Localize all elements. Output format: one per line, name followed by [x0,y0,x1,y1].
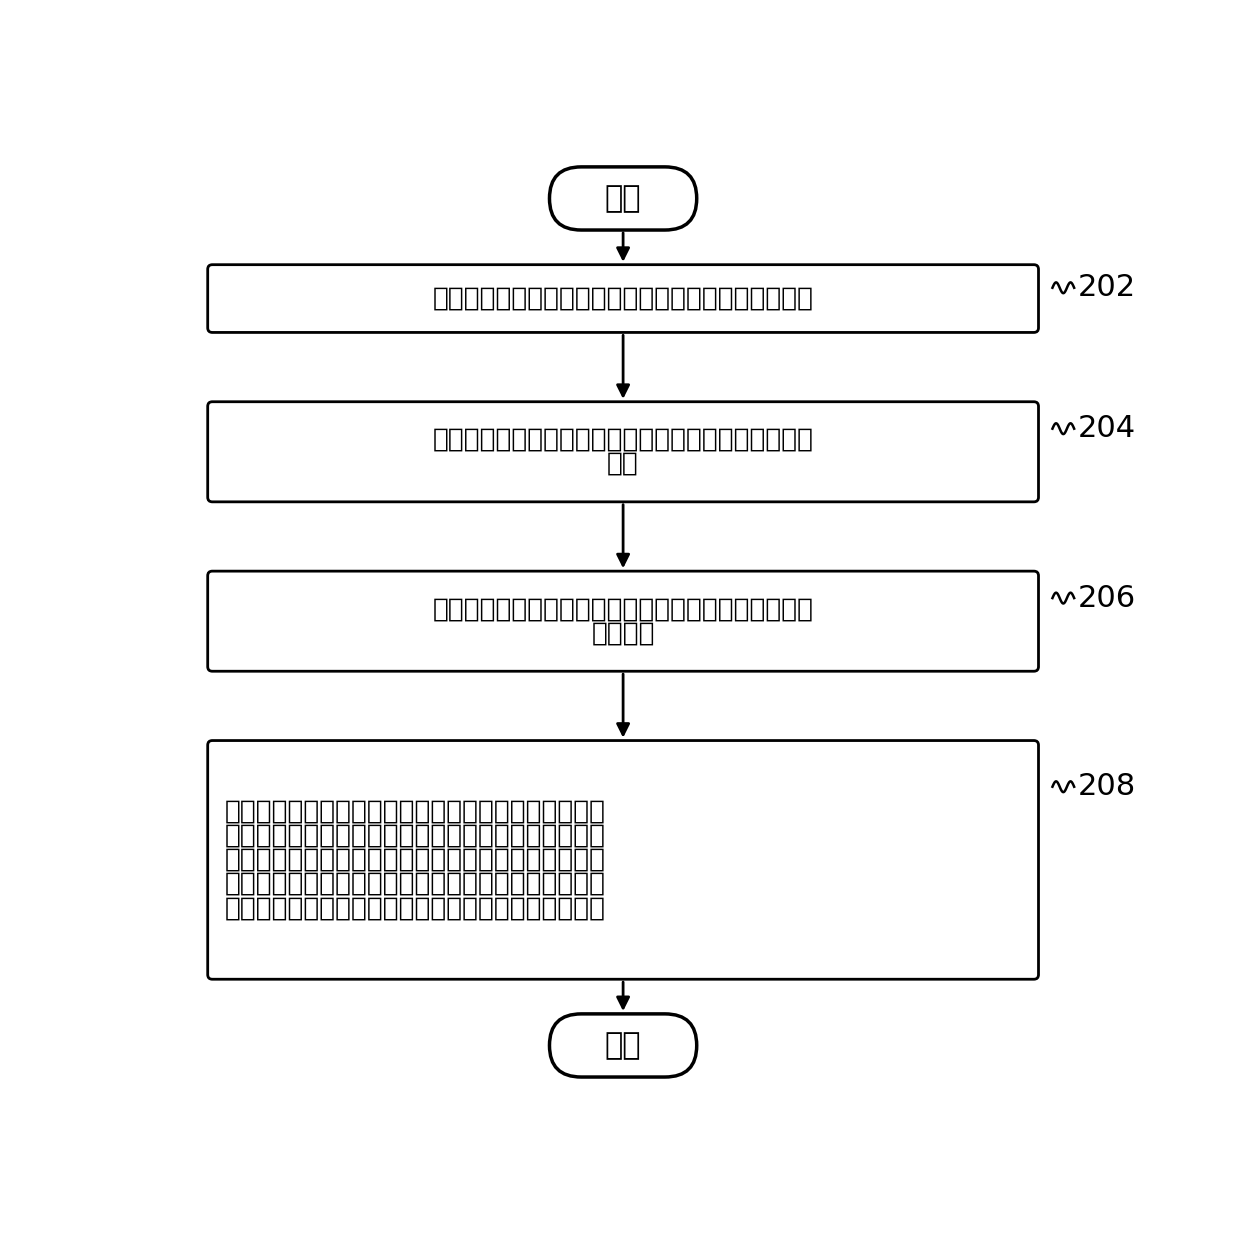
Text: 208: 208 [1078,772,1136,801]
Text: 阀值时，控制压缩机降低频率或停机；在体感温度与设: 阀值时，控制压缩机降低频率或停机；在体感温度与设 [224,823,606,849]
Text: 获取室外环境温度，根据室外环境温度确定相应的补偿: 获取室外环境温度，根据室外环境温度确定相应的补偿 [433,427,813,452]
FancyBboxPatch shape [549,1014,697,1078]
FancyBboxPatch shape [549,167,697,230]
FancyBboxPatch shape [207,265,1039,333]
Text: 开始: 开始 [605,183,641,214]
Text: 202: 202 [1078,274,1136,303]
Text: 温度: 温度 [608,451,639,477]
Text: 结束: 结束 [605,1031,641,1060]
Text: 接收空调器的开启指令，控制空调器开始运行，并计时: 接收空调器的开启指令，控制空调器开始运行，并计时 [433,285,813,311]
FancyBboxPatch shape [207,402,1039,502]
Text: 制压缩机降低频率或停机；其中补偿温度大于第一阀值: 制压缩机降低频率或停机；其中补偿温度大于第一阀值 [224,896,606,921]
Text: 206: 206 [1078,584,1136,613]
FancyBboxPatch shape [207,741,1039,980]
Text: 与设定温度的差值的绝对值大于或等于补偿温度时，控: 与设定温度的差值的绝对值大于或等于补偿温度时，控 [224,870,606,897]
FancyBboxPatch shape [207,571,1039,671]
Text: 定温度的差值的绝对值小于第一阀值，且室内环境温度: 定温度的差值的绝对值小于第一阀值，且室内环境温度 [224,847,606,873]
Text: 在体感温度与设定温度的差值的绝对值大于或等于第一: 在体感温度与设定温度的差值的绝对值大于或等于第一 [224,799,606,825]
Text: 环境温度: 环境温度 [591,620,655,647]
Text: 第一预设时间后，获取人体的体感温度，以及获取室内: 第一预设时间后，获取人体的体感温度，以及获取室内 [433,597,813,622]
Text: 204: 204 [1078,414,1136,443]
